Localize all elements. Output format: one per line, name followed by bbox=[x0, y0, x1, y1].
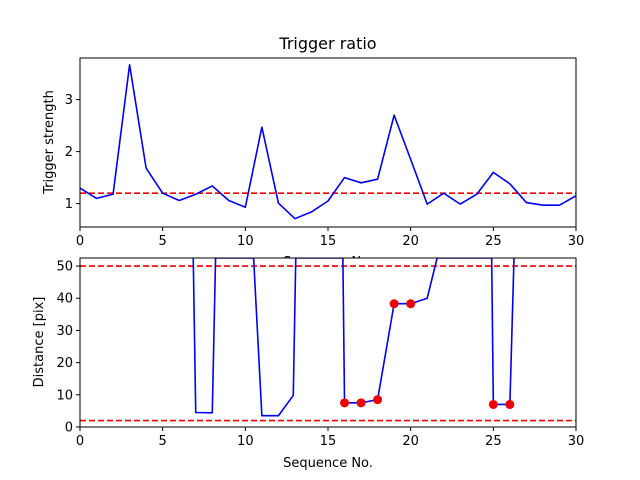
y-tick-label: 0 bbox=[65, 421, 73, 436]
x-tick-label: 25 bbox=[485, 234, 502, 249]
trigger-ratio-chart: Trigger ratio 0 5 10 15 20 25 30 1 2 3 Trigger s… bbox=[42, 34, 584, 270]
y-tick-label: 10 bbox=[56, 388, 73, 403]
x-tick-label: 30 bbox=[568, 434, 585, 449]
data-point bbox=[488, 399, 498, 409]
axes-background bbox=[80, 258, 576, 427]
y-tick-label: 2 bbox=[65, 145, 73, 160]
data-point bbox=[389, 299, 399, 309]
x-tick-label: 15 bbox=[320, 234, 337, 249]
y-tick-label: 1 bbox=[65, 197, 73, 212]
x-tick-label: 30 bbox=[568, 234, 585, 249]
x-tick-label: 15 bbox=[320, 434, 337, 449]
y-axis-label: Distance [pix] bbox=[32, 297, 47, 388]
x-axis-ticks: 0 5 10 15 20 25 30 bbox=[76, 427, 584, 449]
x-tick-label: 5 bbox=[159, 234, 167, 249]
chart-title: Trigger ratio bbox=[278, 34, 376, 53]
x-tick-label: 25 bbox=[485, 434, 502, 449]
data-point bbox=[356, 398, 366, 408]
x-tick-label: 5 bbox=[159, 434, 167, 449]
y-tick-label: 3 bbox=[65, 93, 73, 108]
x-tick-label: 10 bbox=[237, 234, 254, 249]
y-axis-ticks: 1 2 3 bbox=[65, 93, 80, 212]
data-point bbox=[373, 395, 383, 405]
y-tick-label: 30 bbox=[56, 324, 73, 339]
x-axis-ticks: 0 5 10 15 20 25 30 bbox=[76, 227, 584, 249]
plot-area bbox=[80, 63, 576, 220]
x-axis-label: Sequence No. bbox=[283, 456, 373, 471]
x-tick-label: 20 bbox=[402, 434, 419, 449]
data-point bbox=[406, 299, 416, 309]
y-tick-label: 50 bbox=[56, 260, 73, 275]
data-point bbox=[340, 398, 350, 408]
y-axis-label: Trigger strength bbox=[42, 90, 57, 195]
plot-area bbox=[80, 258, 576, 422]
x-tick-label: 20 bbox=[402, 234, 419, 249]
y-tick-label: 20 bbox=[56, 356, 73, 371]
x-tick-label: 0 bbox=[76, 234, 84, 249]
x-tick-label: 10 bbox=[237, 434, 254, 449]
series-line bbox=[80, 63, 576, 220]
data-point bbox=[505, 399, 515, 409]
y-tick-label: 40 bbox=[56, 292, 73, 307]
y-axis-ticks: 0 10 20 30 40 50 bbox=[56, 260, 80, 436]
x-tick-label: 0 bbox=[76, 434, 84, 449]
